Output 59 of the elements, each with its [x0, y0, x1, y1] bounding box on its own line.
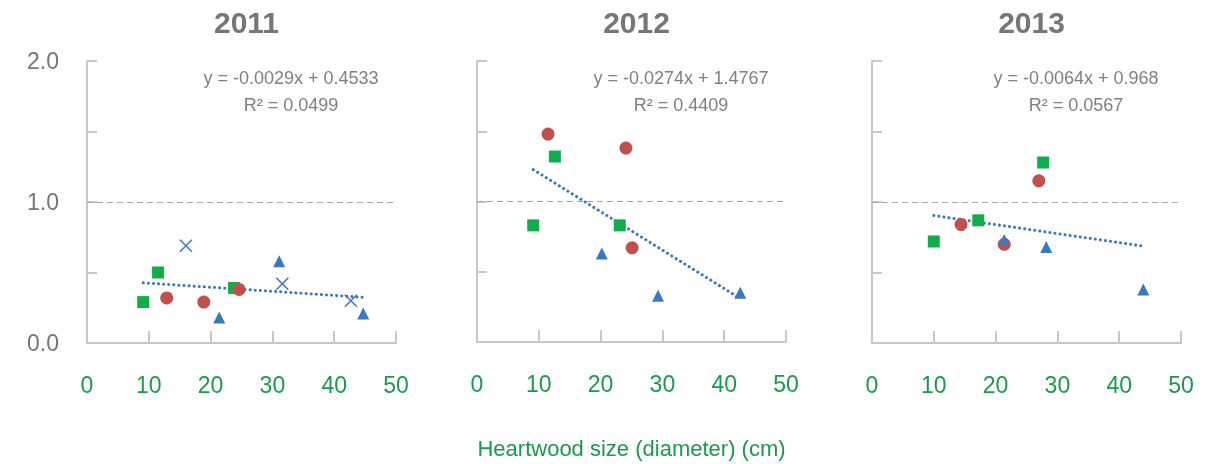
x-tick-label: 10 — [526, 370, 552, 397]
x-tick-label: 10 — [921, 371, 947, 398]
x-tick-label: 20 — [587, 370, 614, 397]
x-tick-label: 40 — [1106, 371, 1132, 398]
annotation: y = -0.0029x + 0.4533 — [203, 68, 379, 88]
point — [1037, 156, 1050, 169]
x-tick-label: 40 — [711, 370, 737, 397]
annotation: R² = 0.4409 — [633, 95, 729, 115]
point — [1137, 283, 1150, 296]
point — [541, 127, 555, 141]
point — [1040, 241, 1053, 254]
annotation: y = -0.0064x + 0.968 — [993, 68, 1159, 88]
point — [927, 235, 940, 248]
point — [213, 311, 226, 324]
point — [197, 295, 211, 309]
chart-title: 2012 — [603, 5, 670, 39]
x-tick-label: 50 — [383, 371, 409, 398]
point — [232, 282, 246, 296]
annotation: R² = 0.0567 — [1028, 95, 1124, 115]
point — [652, 289, 665, 302]
point — [972, 214, 985, 227]
point — [954, 218, 968, 232]
point — [160, 291, 174, 305]
point — [619, 141, 633, 155]
annotation: y = -0.0274x + 1.4767 — [593, 68, 769, 88]
x-tick-label: 0 — [865, 371, 879, 398]
y-tick-label: 2.0 — [27, 48, 59, 74]
x-tick-label: 50 — [773, 370, 799, 397]
chart-title: 2011 — [213, 5, 280, 39]
point — [179, 238, 193, 253]
x-tick-label: 20 — [982, 371, 1009, 398]
point — [625, 241, 639, 255]
x-tick-label: 30 — [1044, 371, 1071, 398]
x-tick-label: 30 — [649, 370, 676, 397]
point — [137, 296, 150, 309]
y-tick-label: 1.0 — [27, 189, 59, 215]
annotation: R² = 0.0499 — [243, 95, 339, 115]
point — [344, 293, 358, 308]
x-tick-label: 50 — [1168, 371, 1194, 398]
y-tick-label: 0.0 — [27, 330, 59, 356]
point — [275, 277, 290, 291]
x-tick-label: 0 — [470, 370, 484, 397]
point — [273, 255, 286, 268]
point — [613, 219, 626, 232]
point — [734, 286, 747, 299]
point — [152, 266, 165, 279]
point — [527, 219, 540, 232]
x-tick-label: 40 — [321, 371, 347, 398]
x-axis-title: Heartwood size (diameter) (cm) — [477, 435, 786, 461]
point — [548, 150, 561, 163]
point — [998, 234, 1011, 247]
x-tick-label: 10 — [136, 371, 162, 398]
x-tick-label: 30 — [259, 371, 286, 398]
point — [357, 307, 370, 320]
point — [1032, 174, 1046, 188]
chart-title: 2013 — [998, 5, 1065, 39]
x-tick-label: 0 — [80, 371, 94, 398]
point — [595, 247, 608, 260]
x-tick-label: 20 — [197, 371, 224, 398]
